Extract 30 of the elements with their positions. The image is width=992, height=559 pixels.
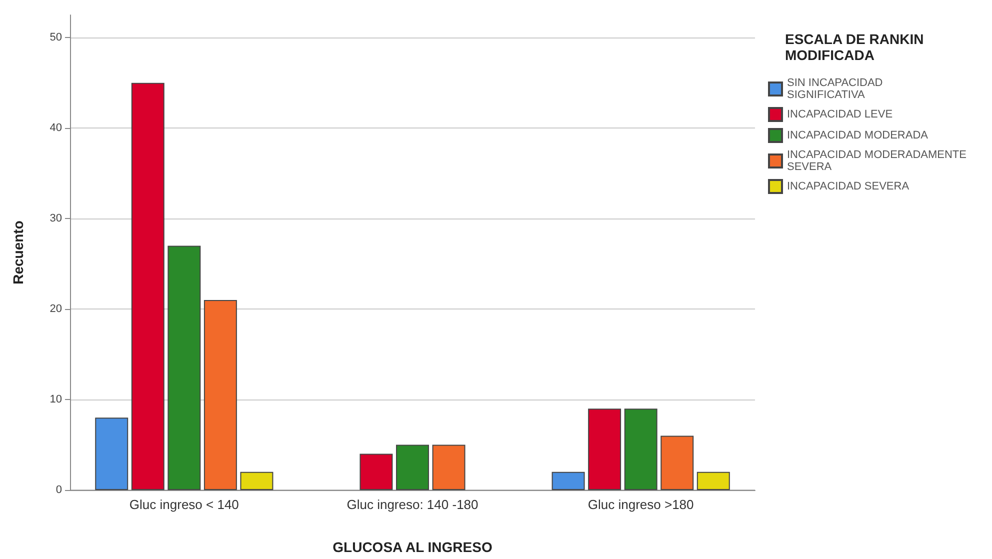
bar bbox=[360, 454, 393, 490]
bar bbox=[168, 246, 201, 490]
bar bbox=[624, 408, 658, 490]
bar bbox=[240, 472, 274, 490]
x-tick-label: Gluc ingreso: 140 -180 bbox=[346, 497, 478, 512]
bar bbox=[432, 444, 466, 490]
bar bbox=[660, 436, 694, 490]
bar bbox=[95, 418, 128, 490]
legend-label: INCAPACIDAD MODERADAMENTE SEVERA bbox=[787, 149, 966, 173]
y-tick-label: 30 bbox=[50, 212, 62, 225]
y-tick-label: 10 bbox=[50, 394, 62, 406]
x-tick-label: Gluc ingreso >180 bbox=[588, 497, 694, 512]
legend-label: INCAPACIDAD MODERADA bbox=[787, 130, 929, 142]
bar bbox=[131, 82, 164, 490]
bar bbox=[552, 472, 585, 490]
y-tick-label: 50 bbox=[50, 32, 62, 44]
bar bbox=[696, 472, 730, 490]
y-tick-label: 40 bbox=[50, 122, 62, 134]
legend-label: SIN INCAPACIDAD SIGNIFICATIVA bbox=[787, 77, 883, 101]
legend-label: INCAPACIDAD LEVE bbox=[787, 108, 893, 120]
bar bbox=[588, 408, 622, 490]
bar bbox=[204, 300, 237, 490]
bar bbox=[396, 444, 429, 490]
y-tick-label: 20 bbox=[50, 303, 62, 316]
y-axis-title: Recuento bbox=[10, 220, 26, 284]
legend-label: INCAPACIDAD SEVERA bbox=[787, 180, 910, 192]
x-axis-title: GLUCOSA AL INGRESO bbox=[332, 539, 492, 555]
y-tick-label: 0 bbox=[56, 484, 62, 496]
x-tick-label: Gluc ingreso < 140 bbox=[129, 497, 239, 512]
legend-title: ESCALA DE RANKIN MODIFICADA bbox=[785, 31, 928, 63]
